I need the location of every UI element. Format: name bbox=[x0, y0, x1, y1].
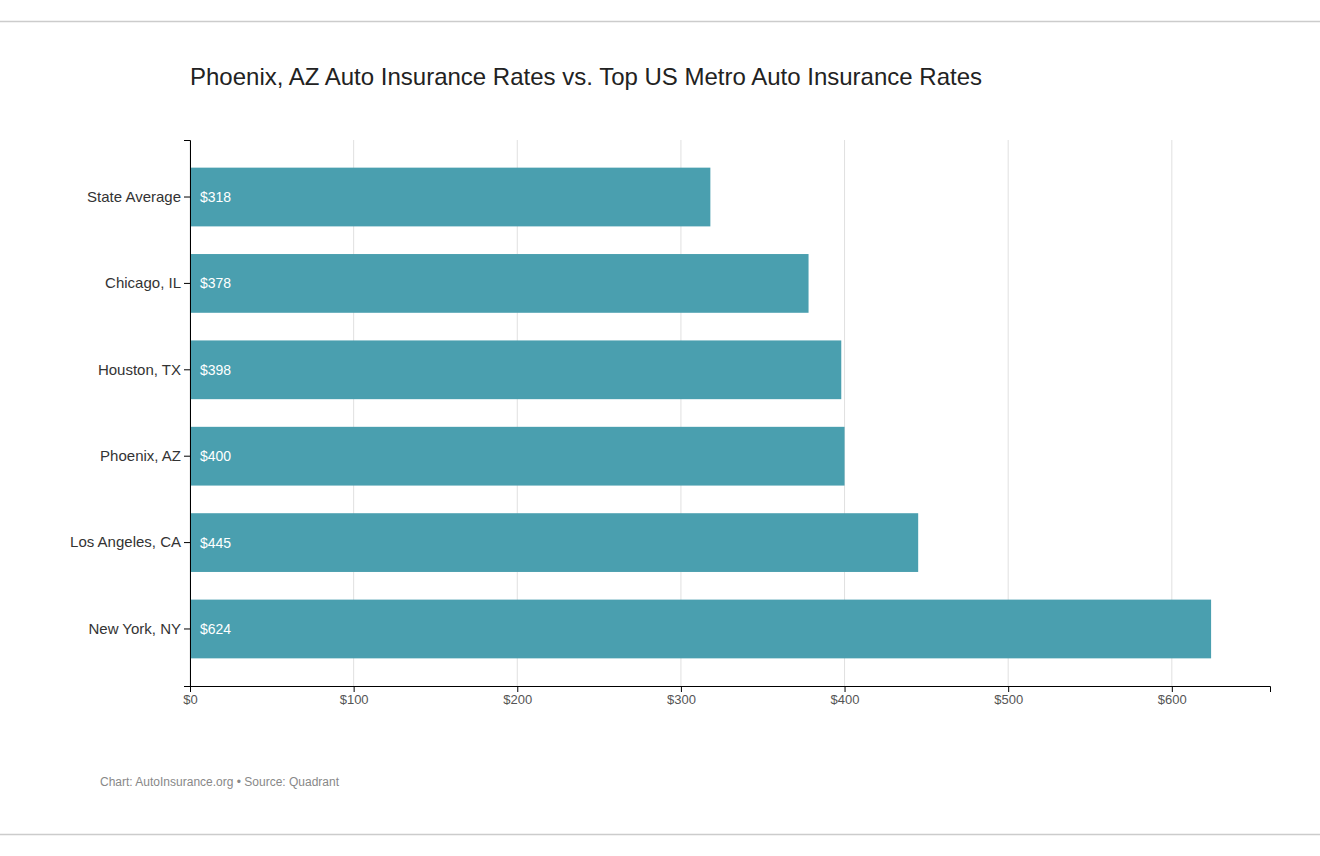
axis-domain bbox=[184, 141, 191, 687]
tick: $200 bbox=[503, 686, 532, 707]
bar bbox=[190, 254, 809, 313]
bar bbox=[190, 513, 918, 572]
data-labels: $318 $378 $398 $400 $445 $624 bbox=[200, 189, 231, 637]
tick-label: $0 bbox=[183, 692, 197, 707]
tick: Houston, TX bbox=[98, 361, 190, 378]
tick-label: $100 bbox=[340, 692, 369, 707]
tick-mark bbox=[1172, 686, 1173, 692]
data-label: $378 bbox=[200, 275, 231, 291]
tick-label: Los Angeles, CA bbox=[70, 533, 181, 550]
bars bbox=[190, 168, 1211, 659]
tick-label: New York, NY bbox=[88, 620, 181, 637]
tick-mark bbox=[184, 283, 190, 284]
data-label: $624 bbox=[200, 621, 231, 637]
category-axis: State Average Chicago, IL Houston, TX Phoen… bbox=[70, 141, 190, 687]
tick: New York, NY bbox=[88, 620, 190, 637]
tick: $400 bbox=[831, 686, 860, 707]
tick-label: Chicago, IL bbox=[105, 274, 181, 291]
value-axis: $0 $100 $200 $300 $400 $500 $600 bbox=[183, 686, 1270, 707]
tick: Phoenix, AZ bbox=[100, 447, 190, 464]
data-label: $400 bbox=[200, 448, 231, 464]
tick: $300 bbox=[667, 686, 696, 707]
tick-mark bbox=[184, 628, 190, 629]
tick-mark bbox=[1008, 686, 1009, 692]
tick: State Average bbox=[87, 188, 190, 205]
tick: $600 bbox=[1158, 686, 1187, 707]
bar bbox=[190, 600, 1211, 659]
tick-mark bbox=[354, 686, 355, 692]
bar bbox=[190, 427, 845, 486]
data-label: $318 bbox=[200, 189, 231, 205]
data-label: $445 bbox=[200, 535, 231, 551]
border-line bbox=[0, 21, 1320, 23]
bar bbox=[190, 340, 841, 399]
tick-mark bbox=[184, 369, 190, 370]
tick: $100 bbox=[340, 686, 369, 707]
tick-mark bbox=[845, 686, 846, 692]
tick-label: $600 bbox=[1158, 692, 1187, 707]
tick: $0 bbox=[183, 686, 197, 707]
tick-mark bbox=[184, 197, 190, 198]
bar bbox=[190, 168, 710, 227]
tick: Los Angeles, CA bbox=[70, 533, 190, 550]
footnote: Chart: AutoInsurance.org • Source: Quadr… bbox=[100, 775, 340, 789]
axis-domain bbox=[191, 687, 1271, 693]
chart: $0 $100 $200 $300 $400 $500 $600 State Average C… bbox=[0, 0, 1320, 856]
tick-mark bbox=[681, 686, 682, 692]
tick-label: $300 bbox=[667, 692, 696, 707]
tick: $500 bbox=[994, 686, 1023, 707]
tick-label: Houston, TX bbox=[98, 361, 181, 378]
tick-label: State Average bbox=[87, 188, 181, 205]
border-line bbox=[0, 834, 1320, 836]
tick-mark bbox=[517, 686, 518, 692]
tick-mark bbox=[184, 456, 190, 457]
tick-label: $400 bbox=[831, 692, 860, 707]
tick: Chicago, IL bbox=[105, 274, 190, 291]
tick-label: Phoenix, AZ bbox=[100, 447, 181, 464]
data-label: $398 bbox=[200, 362, 231, 378]
tick-label: $500 bbox=[994, 692, 1023, 707]
title: Phoenix, AZ Auto Insurance Rates vs. Top… bbox=[190, 63, 982, 90]
tick-mark bbox=[184, 542, 190, 543]
tick-label: $200 bbox=[503, 692, 532, 707]
